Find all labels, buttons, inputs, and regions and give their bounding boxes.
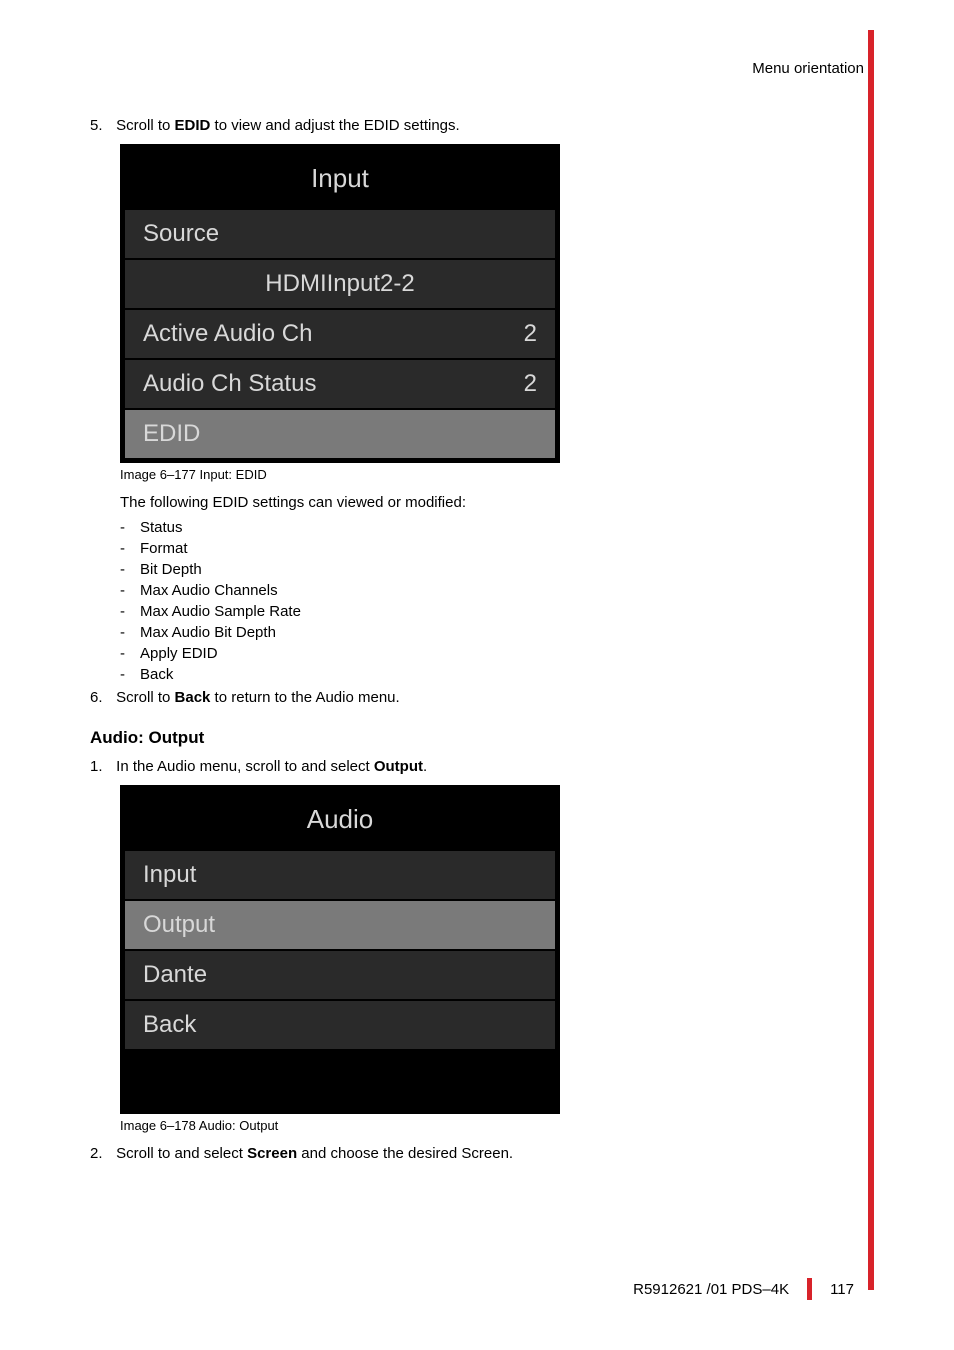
edid-intro: The following EDID settings can viewed o… [120,494,864,511]
step-text-pre: In the Audio menu, scroll to and select [116,758,374,775]
input-menu-screenshot: Input Source HDMIInput2-2 Active Audio Ch 2… [120,144,560,463]
page-content: Menu orientation 5. Scroll to EDID to vi… [0,0,954,1210]
step-number: 6. [90,689,112,706]
footer-accent [807,1278,812,1300]
step-text-pre: Scroll to [116,689,174,706]
list-item: Status [120,517,864,538]
menu-row [125,1049,555,1109]
step-text-post: to view and adjust the EDID settings. [210,117,459,134]
menu-row-label: Back [143,1011,196,1039]
section-heading: Audio: Output [90,728,864,748]
step-text-bold: EDID [175,117,211,134]
step-text-bold: Back [175,689,211,706]
menu-row-label: EDID [143,420,200,448]
list-item: Bit Depth [120,559,864,580]
menu-row-label: Source [143,220,219,248]
step-text-post: . [423,758,427,775]
menu-row-value: 2 [524,370,537,398]
menu-row: Active Audio Ch 2 [125,308,555,358]
doc-id: R5912621 /01 PDS–4K [633,1281,789,1298]
step-text-pre: Scroll to [116,117,174,134]
step-text-post: and choose the desired Screen. [297,1145,513,1162]
menu-row-label: Dante [143,961,207,989]
menu-row: Input [125,849,555,899]
output-step-1: 1. In the Audio menu, scroll to and sele… [90,758,864,775]
list-item: Max Audio Channels [120,580,864,601]
list-item: Format [120,538,864,559]
step-6: 6. Scroll to Back to return to the Audio… [90,689,864,706]
list-item: Max Audio Bit Depth [120,622,864,643]
step-text-bold: Output [374,758,423,775]
menu-title: Input [125,149,555,208]
audio-menu-screenshot: Audio Input Output Dante Back [120,785,560,1114]
accent-bar [868,30,874,1290]
menu-row: EDID [125,408,555,458]
menu-row-value: 2 [524,320,537,348]
menu-row-label: Output [143,911,215,939]
image-caption: Image 6–178 Audio: Output [120,1118,864,1133]
menu-row: Dante [125,949,555,999]
step-5: 5. Scroll to EDID to view and adjust the… [90,117,864,134]
image-caption: Image 6–177 Input: EDID [120,467,864,482]
step-text-pre: Scroll to and select [116,1145,247,1162]
menu-row-label: Active Audio Ch [143,320,312,348]
menu-title: Audio [125,790,555,849]
step-text-post: to return to the Audio menu. [210,689,399,706]
menu-row: Output [125,899,555,949]
menu-row: Source [125,208,555,258]
list-item: Back [120,664,864,685]
menu-row: Audio Ch Status 2 [125,358,555,408]
step-number: 5. [90,117,112,134]
step-text-bold: Screen [247,1145,297,1162]
page-footer: R5912621 /01 PDS–4K 117 [633,1278,854,1300]
menu-row-label: HDMIInput2-2 [265,270,414,298]
list-item: Apply EDID [120,643,864,664]
menu-row-label: Input [143,861,196,889]
menu-row: Back [125,999,555,1049]
step-number: 2. [90,1145,112,1162]
menu-row-label: Audio Ch Status [143,370,316,398]
page-number: 117 [830,1281,854,1298]
header-section: Menu orientation [90,60,864,77]
output-step-2: 2. Scroll to and select Screen and choos… [90,1145,864,1162]
edid-settings-list: StatusFormatBit DepthMax Audio ChannelsM… [120,517,864,685]
list-item: Max Audio Sample Rate [120,601,864,622]
menu-row: HDMIInput2-2 [125,258,555,308]
step-number: 1. [90,758,112,775]
